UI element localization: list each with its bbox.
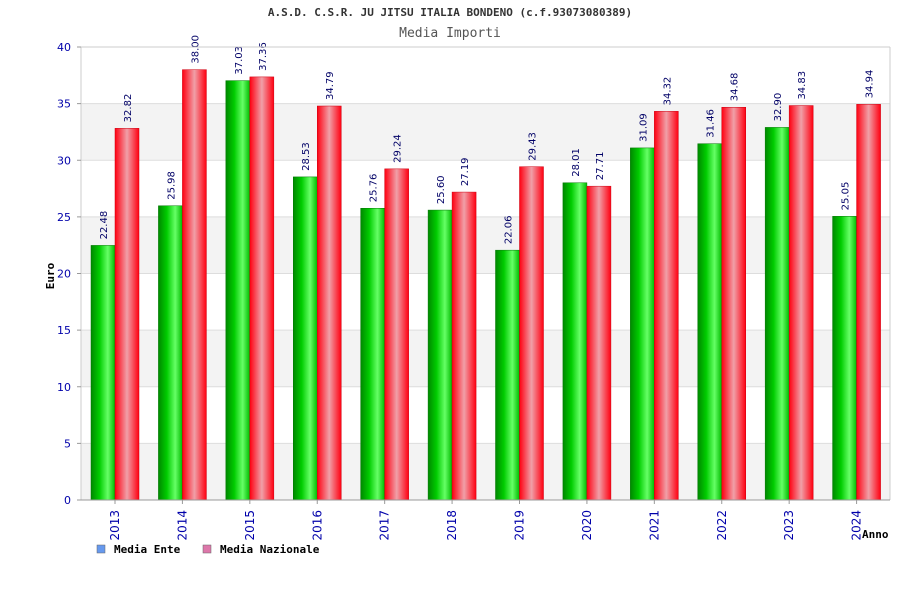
x-tick-label: 2014	[175, 510, 189, 541]
bar-media-nazionale	[182, 69, 207, 501]
y-tick-label: 40	[57, 41, 71, 54]
x-tick-label: 2020	[580, 510, 594, 541]
bar-media-nazionale	[384, 168, 409, 501]
bar-media-ente	[90, 245, 116, 501]
bar-media-ente	[360, 208, 385, 501]
bar-media-nazionale	[721, 106, 746, 501]
y-tick-label: 5	[64, 437, 71, 450]
data-label: 31.46	[706, 109, 717, 138]
data-labels: 22.48 32.82 25.98 38.00 37.03 37.36 28.53 34.79…	[99, 35, 876, 244]
data-label: 25.60	[436, 175, 447, 204]
legend-swatch	[202, 544, 212, 554]
bar-media-nazionale	[654, 111, 679, 501]
bar-media-nazionale	[317, 105, 342, 501]
data-label: 28.01	[571, 148, 582, 177]
y-tick-label: 30	[57, 154, 71, 167]
plot-band	[81, 216, 890, 274]
chart-title: A.S.D. C.S.R. JU JITSU ITALIA BONDENO (c…	[267, 6, 633, 19]
bar-media-ente	[764, 127, 790, 501]
plot-background	[81, 47, 890, 500]
chart-subtitle: Media Importi	[399, 26, 501, 41]
y-tick-label: 35	[57, 98, 71, 111]
data-label: 37.03	[234, 46, 245, 75]
data-label: 34.68	[730, 73, 741, 102]
bar-media-nazionale	[519, 166, 544, 501]
data-label: 38.00	[190, 35, 201, 64]
x-tick-label: 2022	[715, 510, 729, 541]
bar-media-ente	[158, 205, 183, 501]
data-label: 32.90	[773, 93, 784, 122]
bar-media-nazionale	[249, 76, 275, 501]
data-label: 22.48	[99, 211, 110, 240]
plot-band	[81, 103, 890, 161]
plot-band	[81, 443, 890, 500]
axes	[77, 46, 891, 504]
bar-media-ente	[293, 176, 318, 501]
y-tick-labels: 0 5 10 15 20 25 30 35 40	[57, 41, 71, 507]
gridlines	[81, 46, 890, 501]
data-label: 25.05	[841, 182, 852, 211]
data-label: 22.06	[504, 216, 515, 245]
bar-media-nazionale	[856, 104, 881, 501]
data-label: 29.24	[393, 134, 404, 163]
y-tick-label: 25	[57, 211, 71, 224]
data-label: 27.19	[460, 157, 471, 186]
plot-band	[81, 160, 890, 217]
y-tick-label: 0	[64, 494, 71, 507]
legend: Media Ente Media Nazionale	[96, 543, 320, 556]
data-label: 34.94	[865, 70, 876, 99]
x-tick-label: 2016	[310, 510, 324, 541]
data-label: 29.43	[528, 132, 539, 161]
plot-band	[81, 386, 890, 444]
bar-media-nazionale	[114, 128, 140, 501]
data-label: 32.82	[123, 94, 134, 123]
x-tick-label: 2015	[243, 510, 257, 541]
plot-band	[81, 273, 890, 331]
data-label: 34.79	[325, 71, 336, 100]
data-label: 31.09	[638, 113, 649, 142]
x-tick-label: 2019	[513, 510, 527, 541]
data-label: 25.76	[369, 174, 380, 203]
x-tick-label: 2023	[782, 510, 796, 541]
bar-media-ente	[697, 143, 722, 501]
bar-media-ente	[427, 209, 453, 501]
data-label: 25.98	[166, 171, 177, 200]
x-tick-label: 2024	[850, 510, 864, 541]
bar-media-nazionale	[788, 105, 814, 501]
data-label: 34.32	[662, 77, 673, 106]
plot-band	[81, 330, 890, 387]
bar-media-nazionale	[586, 185, 612, 501]
bar-media-nazionale	[451, 191, 477, 501]
x-tick-label: 2018	[445, 510, 459, 541]
data-label: 28.53	[301, 142, 312, 171]
x-tick-label: 2021	[647, 510, 661, 541]
bars	[90, 69, 881, 501]
y-axis-label: Euro	[44, 262, 57, 289]
legend-label: Media Nazionale	[220, 543, 320, 556]
bar-media-ente	[630, 147, 655, 501]
x-tick-labels: 2013 2014 2015 2016 2017 2018 2019 2020 2021 2022…	[108, 510, 864, 541]
y-tick-label: 20	[57, 268, 71, 281]
legend-swatch	[96, 544, 106, 554]
x-axis-label: Anno	[862, 528, 889, 541]
y-tick-label: 10	[57, 381, 71, 394]
legend-label: Media Ente	[114, 543, 181, 556]
bar-media-ente	[832, 216, 857, 501]
bar-media-ente	[495, 249, 520, 501]
bar-media-ente	[225, 80, 251, 501]
bar-media-ente	[562, 182, 588, 501]
plot-band	[81, 47, 890, 104]
x-tick-label: 2013	[108, 510, 122, 541]
x-tick-label: 2017	[378, 510, 392, 541]
y-tick-label: 15	[57, 324, 71, 337]
data-label: 37.36	[258, 42, 269, 71]
data-label: 34.83	[797, 71, 808, 100]
data-label: 27.71	[595, 152, 606, 181]
